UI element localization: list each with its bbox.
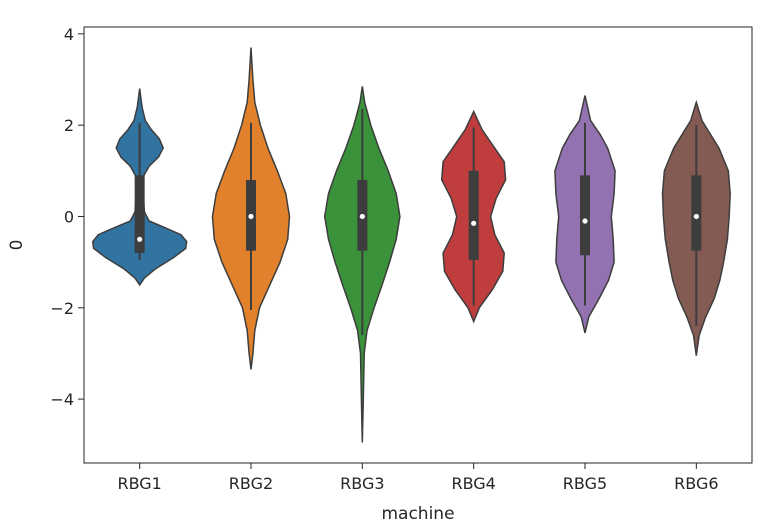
x-tick-label: RBG4 <box>451 474 495 493</box>
violin-rbg5 <box>554 95 616 334</box>
violin-rbg6 <box>661 99 731 356</box>
violin-rbg4 <box>440 109 507 324</box>
y-tick-label: 4 <box>64 25 74 44</box>
x-tick-label: RBG1 <box>117 474 161 493</box>
x-axis: RBG1 RBG2 RBG3 RBG4 RBG5 RBG6 <box>117 463 719 493</box>
violin-iqr-box <box>468 170 479 260</box>
y-axis-label: 0 <box>7 240 27 251</box>
violin-iqr-box <box>691 175 702 251</box>
violin-median-dot <box>137 236 143 242</box>
y-tick-label: 2 <box>64 116 74 135</box>
violin-iqr-box <box>580 175 590 256</box>
x-tick-label: RBG6 <box>674 474 718 493</box>
y-tick-label: 0 <box>64 207 74 226</box>
x-tick-label: RBG2 <box>229 474 273 493</box>
y-axis: 4 2 0 −2 −4 <box>50 25 84 409</box>
violin-median-dot <box>471 220 477 226</box>
violin-layer <box>91 47 731 443</box>
violin-median-dot <box>248 213 254 220</box>
y-tick-label: −2 <box>50 299 74 318</box>
violin-rbg1 <box>91 88 188 287</box>
violin-iqr-box <box>134 175 145 253</box>
violin-median-dot <box>582 218 588 224</box>
violin-rbg2 <box>211 47 291 370</box>
violin-rbg3 <box>323 86 401 443</box>
violin-median-dot <box>359 213 365 220</box>
y-tick-label: −4 <box>50 390 74 409</box>
x-tick-label: RBG5 <box>563 474 607 493</box>
plot-frame <box>83 26 753 464</box>
violin-median-dot <box>693 213 699 220</box>
x-tick-label: RBG3 <box>340 474 384 493</box>
x-axis-label: machine <box>381 504 454 524</box>
